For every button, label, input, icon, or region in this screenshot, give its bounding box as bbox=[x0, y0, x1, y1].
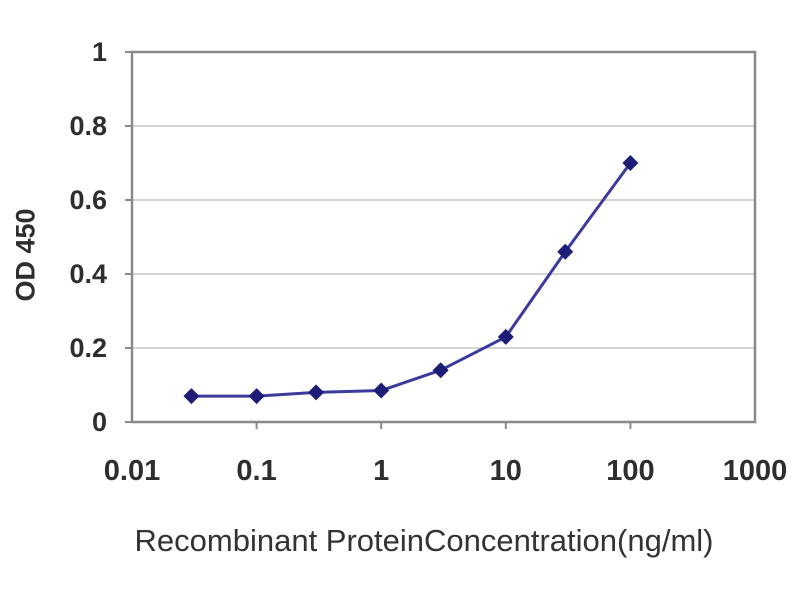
x-tick-label: 1 bbox=[373, 455, 389, 487]
data-point-marker bbox=[373, 382, 390, 399]
y-tick-label: 0.4 bbox=[69, 259, 107, 289]
y-tick-label: 0.6 bbox=[69, 185, 107, 215]
x-tick-label: 1000 bbox=[723, 455, 788, 487]
x-tick-label: 100 bbox=[606, 455, 654, 487]
data-point-marker bbox=[557, 243, 574, 260]
x-tick-label: 0.1 bbox=[236, 455, 276, 487]
series-line bbox=[191, 162, 632, 398]
data-point-marker bbox=[497, 328, 514, 345]
x-tick-label: 10 bbox=[490, 455, 522, 487]
y-axis-title: OD 450 bbox=[10, 208, 41, 302]
x-axis-title: Recombinant ProteinConcentration(ng/ml) bbox=[134, 523, 714, 558]
y-tick-label: 1 bbox=[92, 37, 107, 67]
x-tick-label: 0.01 bbox=[104, 455, 160, 487]
data-point-marker bbox=[183, 388, 200, 405]
y-tick-label: 0 bbox=[92, 407, 107, 437]
data-point-marker bbox=[432, 362, 449, 379]
y-tick-label: 0.8 bbox=[69, 111, 107, 141]
plot-border bbox=[130, 50, 757, 424]
data-point-marker bbox=[308, 384, 325, 401]
data-point-marker bbox=[248, 388, 265, 405]
data-point-marker bbox=[622, 155, 639, 171]
y-tick-label: 0.2 bbox=[69, 333, 107, 363]
